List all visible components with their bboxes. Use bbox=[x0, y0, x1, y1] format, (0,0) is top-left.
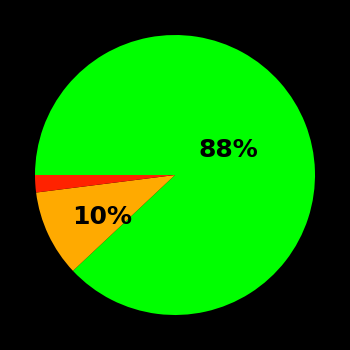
Text: 88%: 88% bbox=[198, 138, 258, 162]
Text: 10%: 10% bbox=[72, 205, 132, 229]
Wedge shape bbox=[35, 175, 175, 192]
Wedge shape bbox=[36, 175, 175, 271]
Wedge shape bbox=[35, 35, 315, 315]
